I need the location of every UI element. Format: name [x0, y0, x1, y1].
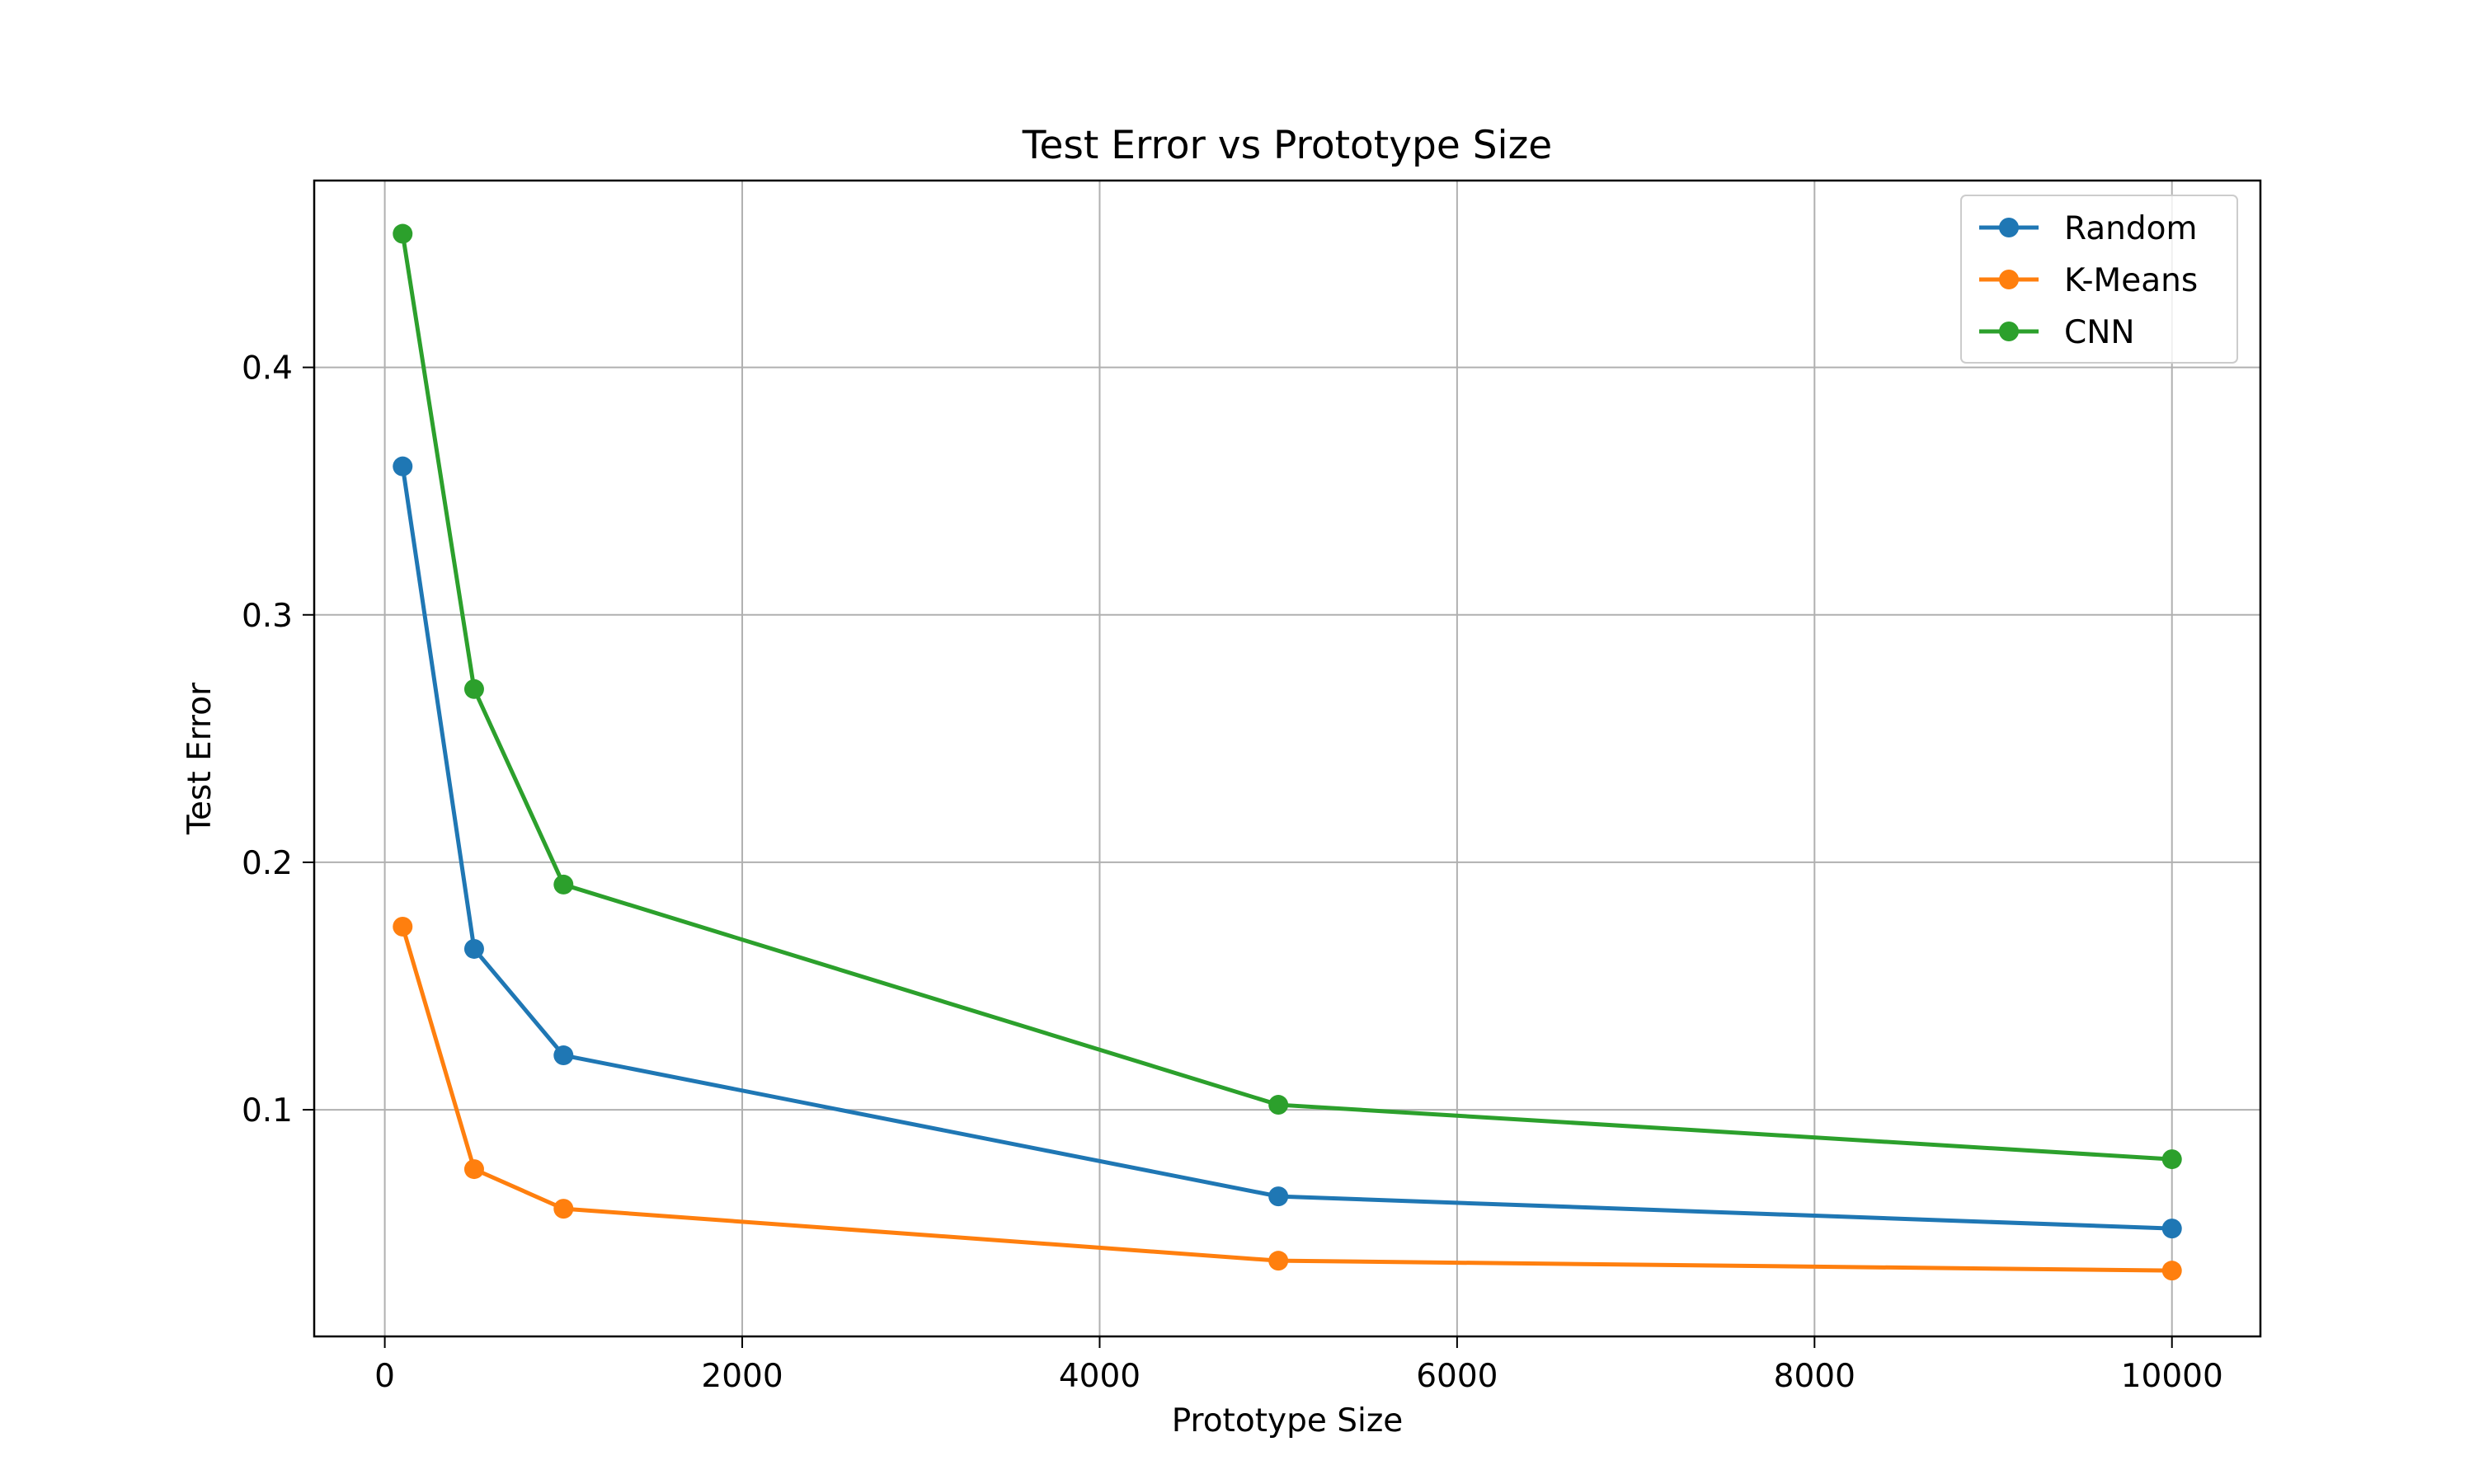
y-axis-label: Test Error	[181, 682, 219, 835]
x-tick-label: 2000	[701, 1358, 783, 1395]
chart-title: Test Error vs Prototype Size	[1022, 123, 1552, 168]
data-point-k-means	[463, 1159, 484, 1180]
x-tick-label: 10000	[2121, 1358, 2223, 1395]
data-point-k-means	[393, 916, 413, 937]
data-point-cnn	[553, 874, 574, 895]
legend-swatch-marker-cnn	[1999, 322, 2019, 341]
legend-swatch-marker-k-means	[1999, 270, 2019, 289]
series-layer	[393, 223, 2182, 1281]
legend-box	[1960, 195, 2238, 364]
x-axis-label: Prototype Size	[1172, 1402, 1404, 1439]
data-point-random	[1268, 1186, 1289, 1207]
legend-label-cnn: CNN	[2064, 314, 2135, 351]
series-random	[393, 456, 2182, 1239]
data-point-random	[553, 1045, 574, 1066]
data-point-k-means	[1268, 1251, 1289, 1271]
y-tick-label: 0.1	[242, 1092, 293, 1129]
x-tick-label: 6000	[1416, 1358, 1498, 1395]
data-point-random	[463, 938, 484, 959]
series-k-means	[393, 916, 2182, 1281]
ticks: 0 2000 4000 6000 8000 10000 0.1 0.2 0.3 0.4	[242, 350, 2223, 1395]
y-tick-label: 0.2	[242, 845, 293, 882]
plot-frame	[313, 179, 2262, 1338]
x-tick-label: 4000	[1059, 1358, 1141, 1395]
data-point-k-means	[2161, 1261, 2182, 1281]
legend-label-k-means: K-Means	[2064, 262, 2198, 299]
data-point-random	[393, 456, 413, 477]
y-tick-label: 0.4	[242, 350, 293, 387]
x-tick-label: 8000	[1774, 1358, 1856, 1395]
data-point-k-means	[553, 1199, 574, 1219]
series-cnn	[393, 223, 2182, 1170]
data-point-cnn	[463, 679, 484, 699]
legend: Random K-Means CNN	[1960, 195, 2238, 364]
grid	[314, 181, 2260, 1336]
x-tick-label: 0	[374, 1358, 395, 1395]
data-point-cnn	[2161, 1149, 2182, 1170]
legend-swatch-marker-random	[1999, 218, 2019, 237]
y-tick-label: 0.3	[242, 598, 293, 635]
data-point-random	[2161, 1219, 2182, 1239]
legend-label-random: Random	[2064, 210, 2197, 247]
data-point-cnn	[1268, 1095, 1289, 1115]
data-point-cnn	[393, 223, 413, 244]
